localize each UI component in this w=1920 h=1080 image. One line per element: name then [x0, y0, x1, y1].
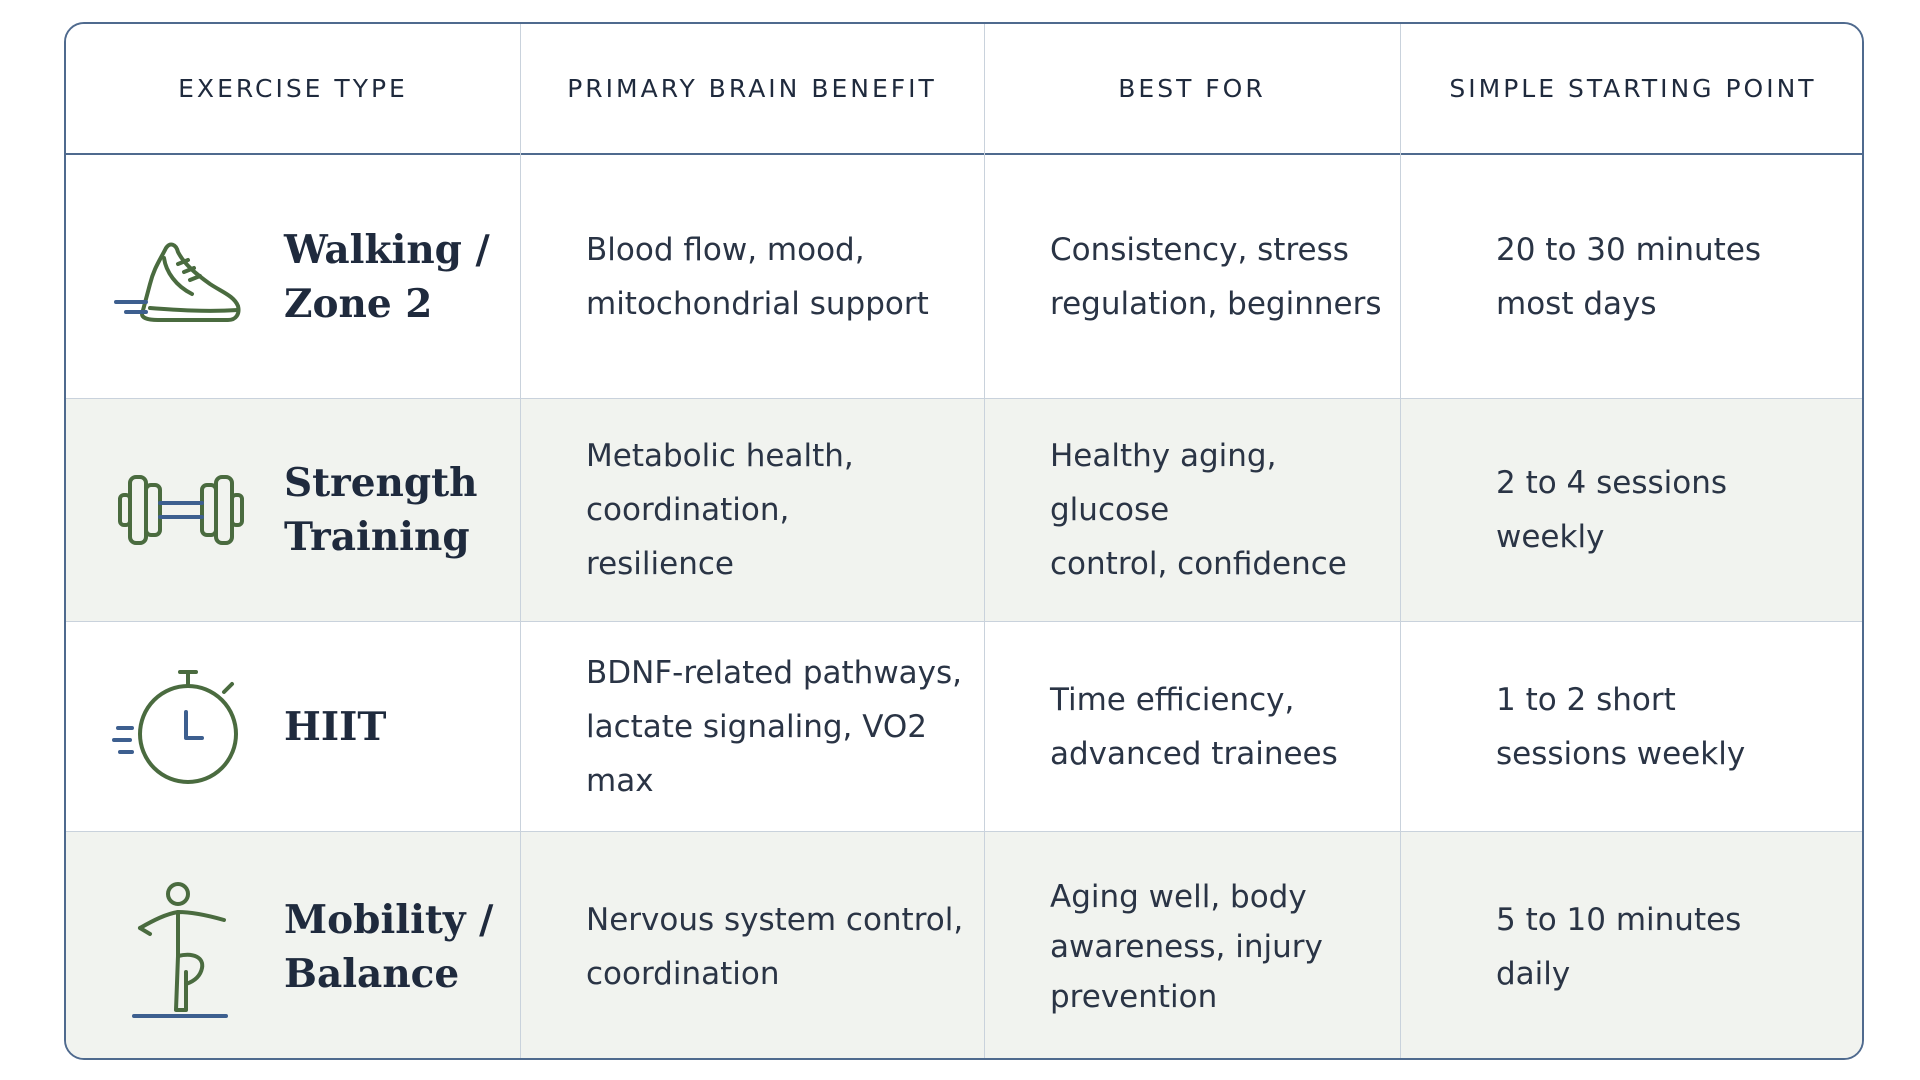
- starting-point-line: 20 to 30 minutes: [1496, 231, 1762, 268]
- brain-benefit-line: coordination: [586, 956, 780, 992]
- exercise-type-name: Mobility / Balance: [284, 893, 504, 1001]
- brain-benefit-line: Blood flow, mood,: [586, 231, 865, 268]
- starting-point-line: sessions weekly: [1496, 735, 1746, 772]
- best-for-line: advanced trainees: [1050, 735, 1338, 772]
- starting-point-cell: 1 to 2 short sessions weekly: [1400, 622, 1862, 831]
- exercise-type-line: Zone 2: [284, 280, 433, 327]
- column-divider: [984, 24, 985, 1058]
- best-for-line: awareness, injury: [1050, 929, 1323, 965]
- brain-benefit-cell: Nervous system control, coordination: [520, 832, 984, 1058]
- best-for-cell: Aging well, body awareness, injury preve…: [984, 832, 1400, 1058]
- starting-point-cell: 20 to 30 minutes most days: [1400, 155, 1862, 398]
- brain-benefit-line: lactate signaling, VO2 max: [586, 708, 928, 799]
- starting-point-line: 5 to 10 minutes: [1496, 902, 1742, 938]
- exercise-type-line: Training: [284, 514, 470, 560]
- brain-benefit-cell: Metabolic health, coordination, resilien…: [520, 399, 984, 621]
- best-for-line: regulation, beginners: [1050, 285, 1382, 322]
- exercise-type-cell: Strength Training: [66, 399, 520, 621]
- exercise-type-line: Balance: [284, 951, 460, 997]
- stopwatch-icon: [106, 652, 256, 802]
- starting-point-line: 2 to 4 sessions: [1496, 465, 1728, 501]
- exercise-type-line: Mobility /: [284, 897, 494, 943]
- dumbbell-icon: [106, 435, 256, 585]
- exercise-type-name: Strength Training: [284, 456, 504, 564]
- best-for-cell: Healthy aging, glucose control, confiden…: [984, 399, 1400, 621]
- table-row: HIIT BDNF-related pathways, lactate sign…: [66, 622, 1862, 832]
- table-row: Strength Training Metabolic health, coor…: [66, 399, 1862, 622]
- column-divider: [1400, 24, 1401, 1058]
- header-cell: PRIMARY BRAIN BENEFIT: [520, 24, 984, 153]
- exercise-type-line: Walking /: [284, 226, 490, 273]
- brain-benefit-line: Metabolic health,: [586, 438, 854, 474]
- running-shoe-icon: [106, 202, 256, 352]
- header-cell: SIMPLE STARTING POINT: [1400, 24, 1862, 153]
- exercise-type-line: HIIT: [284, 703, 387, 750]
- brain-benefit-line: BDNF-related pathways,: [586, 654, 963, 691]
- starting-point-cell: 2 to 4 sessions weekly: [1400, 399, 1862, 621]
- best-for-line: Aging well, body: [1050, 879, 1307, 915]
- header-primary-brain-benefit: PRIMARY BRAIN BENEFIT: [567, 74, 937, 103]
- header-best-for: BEST FOR: [1118, 74, 1266, 103]
- best-for-cell: Consistency, stress regulation, beginner…: [984, 155, 1400, 398]
- best-for-line: control, confidence: [1050, 546, 1347, 582]
- brain-benefit-cell: BDNF-related pathways, lactate signaling…: [520, 622, 984, 831]
- header-cell: EXERCISE TYPE: [66, 24, 520, 153]
- starting-point-line: daily: [1496, 956, 1571, 992]
- exercise-comparison-table: EXERCISE TYPE PRIMARY BRAIN BENEFIT BEST…: [64, 22, 1864, 1060]
- header-exercise-type: EXERCISE TYPE: [178, 74, 408, 103]
- brain-benefit-line: coordination, resilience: [586, 492, 790, 582]
- starting-point-line: weekly: [1496, 519, 1605, 555]
- exercise-type-cell: HIIT: [66, 622, 520, 831]
- table-header-row: EXERCISE TYPE PRIMARY BRAIN BENEFIT BEST…: [66, 24, 1862, 155]
- best-for-line: Healthy aging, glucose: [1050, 438, 1277, 528]
- header-cell: BEST FOR: [984, 24, 1400, 153]
- starting-point-line: most days: [1496, 285, 1657, 322]
- best-for-line: prevention: [1050, 979, 1218, 1015]
- brain-benefit-cell: Blood flow, mood, mitochondrial support: [520, 155, 984, 398]
- exercise-type-cell: Mobility / Balance: [66, 832, 520, 1058]
- exercise-type-name: Walking / Zone 2: [284, 223, 504, 331]
- brain-benefit-line: mitochondrial support: [586, 285, 929, 322]
- starting-point-line: 1 to 2 short: [1496, 681, 1676, 718]
- brain-benefit-line: Nervous system control,: [586, 902, 964, 938]
- table-row: Mobility / Balance Nervous system contro…: [66, 832, 1862, 1058]
- best-for-cell: Time efficiency, advanced trainees: [984, 622, 1400, 831]
- best-for-line: Consistency, stress: [1050, 231, 1349, 268]
- exercise-type-line: Strength: [284, 460, 478, 506]
- best-for-line: Time efficiency,: [1050, 681, 1295, 718]
- column-divider: [520, 24, 521, 1058]
- exercise-type-cell: Walking / Zone 2: [66, 155, 520, 398]
- starting-point-cell: 5 to 10 minutes daily: [1400, 832, 1862, 1058]
- table-row: Walking / Zone 2 Blood flow, mood, mitoc…: [66, 155, 1862, 399]
- balance-figure-icon: [106, 872, 256, 1022]
- header-simple-starting-point: SIMPLE STARTING POINT: [1449, 74, 1817, 103]
- exercise-type-name: HIIT: [284, 700, 504, 754]
